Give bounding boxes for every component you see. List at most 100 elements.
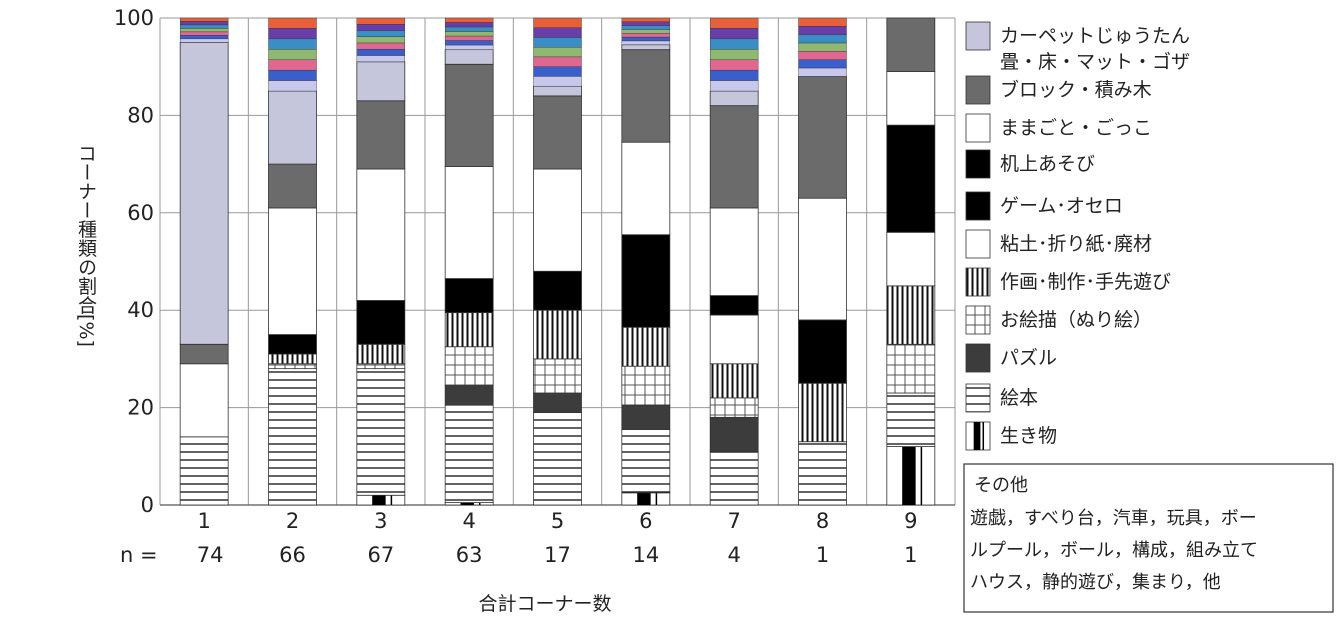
- bar-segment: [444, 166, 494, 279]
- bar-segment: [798, 441, 847, 506]
- bar-segment-other: [621, 17, 671, 45]
- bar-stack-4: [444, 17, 494, 506]
- bar-segment: [886, 392, 936, 447]
- bar-segment: [179, 343, 229, 365]
- bar-segment: [356, 100, 406, 170]
- bar-segment-other: [268, 17, 317, 92]
- legend-swatch: [965, 21, 991, 51]
- n-value-label: 74: [197, 543, 224, 567]
- bar-segment: [886, 124, 936, 233]
- bar-segment: [444, 385, 494, 406]
- bar-segment-other: [179, 17, 229, 43]
- legend-swatch: [965, 229, 991, 259]
- x-tick-label: 4: [462, 509, 475, 533]
- bar-segment: [356, 343, 406, 365]
- legend-swatch: [965, 421, 991, 451]
- bar-segment: [709, 451, 759, 506]
- n-value-label: 66: [279, 543, 306, 567]
- y-tick-label: 20: [127, 396, 154, 420]
- legend-item: ゲーム･オセロ: [965, 191, 1123, 221]
- bar-segment: [268, 368, 317, 506]
- x-tick-label: 5: [551, 509, 564, 533]
- bar-segment: [533, 270, 582, 311]
- bar-segment: [621, 404, 671, 430]
- bar-segment: [533, 95, 582, 170]
- bar-stack-5: [533, 17, 582, 506]
- other-note-line-2: ルプール，ボール，構成，組み立て: [970, 540, 1258, 561]
- other-note-line-1: 遊戯，すべり台，汽車，玩具，ボー: [970, 508, 1257, 529]
- legend-label: ゲーム･オセロ: [1000, 195, 1123, 217]
- bar-segment: [886, 446, 936, 506]
- bar-segment: [621, 492, 671, 506]
- bar-segment: [621, 49, 671, 143]
- bar-segment: [709, 314, 759, 365]
- legend-label: 机上あそび: [1000, 153, 1095, 175]
- bar-segment: [444, 278, 494, 314]
- bar-segment: [533, 309, 582, 360]
- legend-item: ブロック・積み木: [965, 75, 1152, 105]
- bar-segment: [621, 365, 671, 406]
- bar-segment: [533, 358, 582, 394]
- legend-swatch: [965, 75, 991, 105]
- x-axis-label: 合計コーナー数: [478, 593, 611, 615]
- bar-segment-other: [709, 17, 759, 92]
- y-tick-label: 0: [141, 493, 154, 517]
- legend-label: 絵本: [1000, 387, 1038, 409]
- bar-stack-6: [621, 17, 671, 506]
- legend-item: 作画･制作･手先遊び: [965, 267, 1171, 297]
- legend-label: パズル: [1000, 347, 1057, 369]
- bar-segment: [886, 71, 936, 126]
- bar-segment: [709, 295, 759, 316]
- legend-swatch: [965, 305, 991, 335]
- legend-swatch: [965, 343, 991, 373]
- bar-segment: [268, 334, 317, 355]
- legend-item: 生き物: [965, 421, 1057, 451]
- bar-segment: [268, 163, 317, 209]
- bar-segment: [356, 494, 406, 506]
- n-value-label: 67: [367, 543, 394, 567]
- y-tick-label: 60: [127, 201, 154, 225]
- legend-label: お絵描（ぬり絵）: [1000, 309, 1152, 331]
- bar-segment: [444, 404, 494, 503]
- bar-segment: [886, 17, 936, 72]
- bar-segment: [179, 363, 229, 438]
- bar-segment: [533, 392, 582, 413]
- y-tick-label: 80: [127, 103, 154, 127]
- bar-segment: [621, 326, 671, 367]
- bar-segment-other: [798, 17, 847, 77]
- bar-segment: [621, 141, 671, 236]
- bar-segment: [533, 168, 582, 272]
- x-tick-label: 7: [727, 509, 740, 533]
- bar-segment: [444, 346, 494, 387]
- bar-segment: [798, 197, 847, 321]
- bar-segment: [533, 85, 582, 97]
- bar-segment: [356, 61, 406, 102]
- legend-swatch: [965, 267, 991, 297]
- legend-item: 机上あそび: [965, 149, 1095, 179]
- x-tick-label: 1: [197, 509, 210, 533]
- legend-label: ままごと・ごっこ: [1000, 117, 1152, 139]
- bar-segment: [179, 436, 229, 506]
- n-value-label: 1: [904, 543, 917, 567]
- bar-segment: [709, 105, 759, 209]
- bar-segment: [886, 231, 936, 287]
- x-tick-label: 2: [286, 509, 299, 533]
- legend-label: 粘土･折り紙･廃材: [1000, 233, 1152, 255]
- bar-segment: [444, 312, 494, 348]
- bar-segment: [798, 319, 847, 384]
- legend-swatch: [965, 149, 991, 179]
- legend-item: パズル: [965, 343, 1057, 373]
- bar-segment: [886, 285, 936, 345]
- legend-label: 生き物: [1000, 425, 1057, 447]
- bar-segment: [356, 363, 406, 370]
- legend: カーペットじゅうたん畳・床・マット・ゴザブロック・積み木ままごと・ごっこ机上あそ…: [965, 21, 1190, 451]
- bar-segment: [268, 363, 317, 370]
- n-value-label: 63: [456, 543, 483, 567]
- bar-segment: [798, 382, 847, 443]
- bar-segment: [268, 353, 317, 365]
- bar-segment: [356, 368, 406, 496]
- other-note-title: その他: [974, 475, 1028, 496]
